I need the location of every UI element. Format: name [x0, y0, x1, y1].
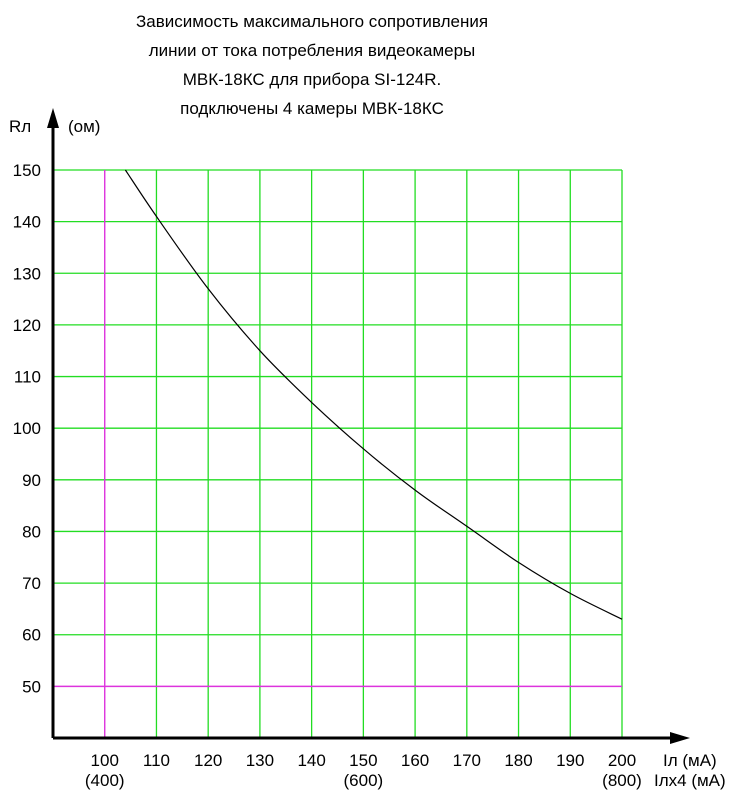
axes: [47, 108, 690, 744]
x-tick-label-7: 170: [453, 751, 481, 770]
y-tick-label-2: 70: [22, 574, 41, 593]
title-line-1: Зависимость максимального сопротивления: [136, 12, 488, 31]
x-axis-arrow: [670, 732, 690, 744]
grid: [53, 169, 623, 738]
y-axis-arrow: [47, 108, 59, 128]
y-tick-label-5: 100: [13, 419, 41, 438]
x-tick-label-9: 190: [556, 751, 584, 770]
x-tick-label-0: 100: [91, 751, 119, 770]
x-tick-label-2: 120: [194, 751, 222, 770]
chart-title: Зависимость максимального сопротивления …: [136, 12, 488, 118]
title-line-4: подключены 4 камеры МВК-18КС: [180, 99, 444, 118]
y-axis-label: Rл: [9, 117, 31, 136]
x-tick-label-5: 150: [349, 751, 377, 770]
y-tick-label-9: 140: [13, 213, 41, 232]
x-secondary-tick-label-0: (400): [85, 771, 125, 790]
y-tick-label-7: 120: [13, 316, 41, 335]
x-axis-label: Iл (мА): [663, 751, 717, 770]
x-axis-label-secondary: Iлx4 (мА): [654, 771, 726, 790]
series-group: [124, 169, 623, 620]
x-secondary-tick-labels: (400) (600) (800): [85, 771, 642, 790]
y-axis-unit: (ом): [68, 117, 100, 136]
y-tick-label-8: 130: [13, 264, 41, 283]
x-tick-label-8: 180: [504, 751, 532, 770]
y-tick-label-10: 150: [13, 161, 41, 180]
title-line-2: линии от тока потребления видеокамеры: [149, 41, 476, 60]
series-line: [124, 169, 623, 620]
x-tick-label-3: 130: [246, 751, 274, 770]
y-tick-labels: 50 60 70 80 90 100 110 120 130 140 150: [13, 161, 41, 696]
x-tick-label-10: 200: [608, 751, 636, 770]
y-tick-label-0: 50: [22, 677, 41, 696]
y-tick-label-1: 60: [22, 626, 41, 645]
x-secondary-tick-label-1: (600): [344, 771, 384, 790]
y-tick-label-4: 90: [22, 471, 41, 490]
reference-lines: [53, 170, 622, 738]
x-secondary-tick-label-2: (800): [602, 771, 642, 790]
y-tick-label-6: 110: [14, 368, 41, 387]
x-tick-label-6: 160: [401, 751, 429, 770]
title-line-3: МВК-18КС для прибора SI-124R.: [183, 70, 442, 89]
x-tick-label-1: 110: [143, 751, 170, 770]
x-tick-label-4: 140: [297, 751, 325, 770]
y-tick-label-3: 80: [22, 522, 41, 541]
x-tick-labels: 100 110 120 130 140 150 160 170 180 190 200: [91, 751, 637, 770]
